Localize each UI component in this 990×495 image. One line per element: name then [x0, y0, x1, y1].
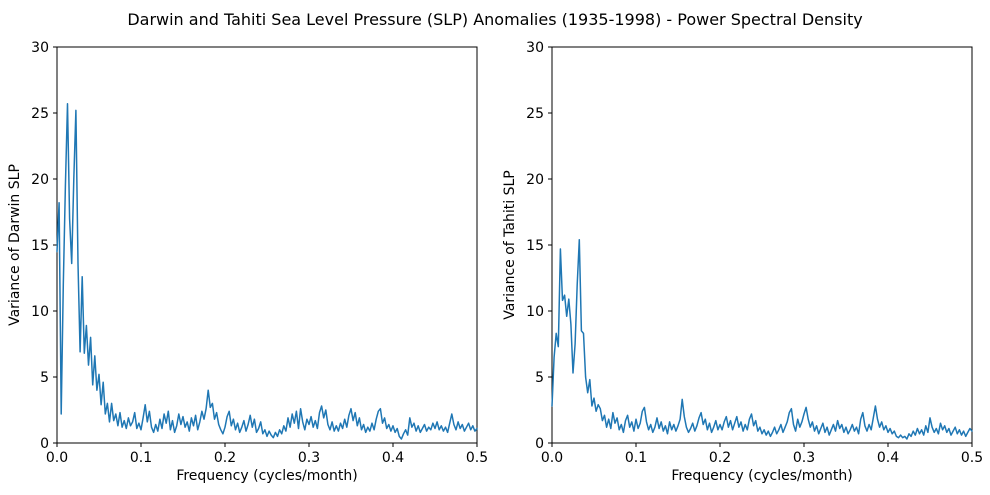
- axes-frame: [56, 46, 478, 444]
- x-tick-label: 0.0: [541, 450, 563, 466]
- y-tick-label: 25: [526, 106, 544, 122]
- x-tick-label: 0.2: [214, 450, 236, 466]
- y-tick-label: 0: [40, 436, 49, 452]
- y-tick-label: 15: [526, 238, 544, 254]
- y-tick-label: 10: [526, 304, 544, 320]
- x-tick-label: 0.5: [466, 450, 488, 466]
- x-tick-label: 0.1: [130, 450, 152, 466]
- y-tick-label: 0: [535, 436, 544, 452]
- y-tick-label: 5: [40, 370, 49, 386]
- psd-line-darwin-psd: [56, 103, 478, 440]
- y-tick-label: 20: [526, 172, 544, 188]
- y-tick-label: 20: [31, 172, 49, 188]
- y-tick-label: 5: [535, 370, 544, 386]
- y-tick-label: 15: [31, 238, 49, 254]
- x-axis-label: Frequency (cycles/month): [176, 468, 357, 484]
- x-axis-label: Frequency (cycles/month): [671, 468, 852, 484]
- x-tick-label: 0.3: [298, 450, 320, 466]
- x-tick-label: 0.1: [625, 450, 647, 466]
- axes-frame: [551, 46, 973, 444]
- darwin-psd-plot: Frequency (cycles/month) Variance of Dar…: [7, 40, 488, 484]
- y-axis-label: Variance of Tahiti SLP: [502, 170, 518, 319]
- figure-title: Darwin and Tahiti Sea Level Pressure (SL…: [127, 10, 863, 29]
- y-axis-label: Variance of Darwin SLP: [7, 164, 23, 326]
- y-tick-label: 30: [31, 40, 49, 56]
- x-tick-label: 0.3: [793, 450, 815, 466]
- x-tick-label: 0.0: [46, 450, 68, 466]
- tahiti-psd-plot: Frequency (cycles/month) Variance of Tah…: [502, 40, 983, 484]
- plots-row: Frequency (cycles/month) Variance of Dar…: [0, 40, 990, 495]
- y-tick-label: 25: [31, 106, 49, 122]
- y-tick-label: 10: [31, 304, 49, 320]
- y-tick-label: 30: [526, 40, 544, 56]
- x-tick-label: 0.5: [961, 450, 983, 466]
- x-tick-label: 0.2: [709, 450, 731, 466]
- x-tick-label: 0.4: [382, 450, 404, 466]
- psd-line-tahiti-psd: [551, 238, 973, 440]
- x-tick-label: 0.4: [877, 450, 899, 466]
